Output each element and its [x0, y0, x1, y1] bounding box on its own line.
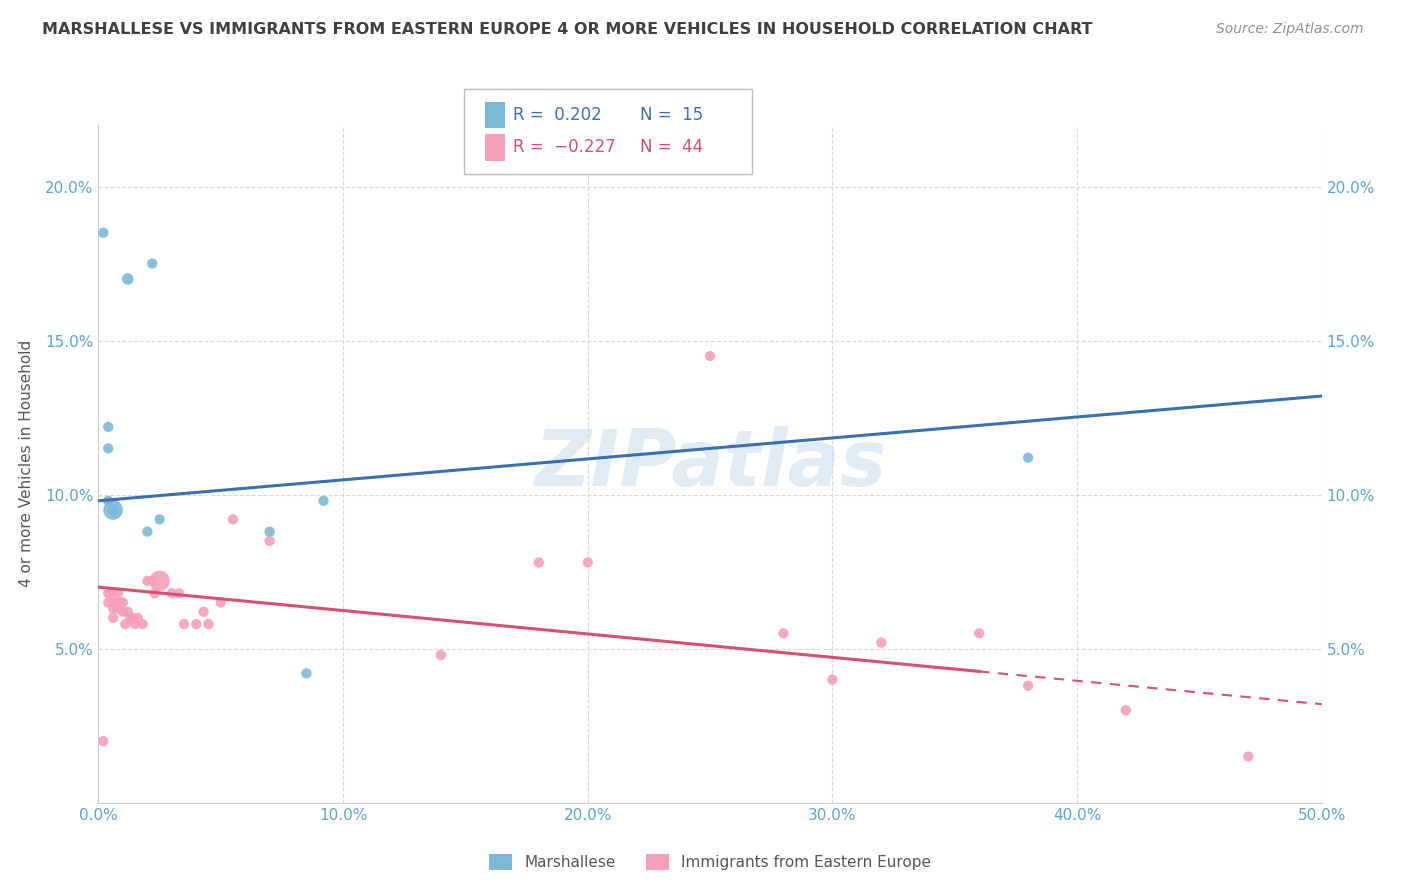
- Legend: Marshallese, Immigrants from Eastern Europe: Marshallese, Immigrants from Eastern Eur…: [482, 848, 938, 877]
- Point: [97, 586, 120, 600]
- Point: [101, 611, 124, 625]
- Point: [121, 611, 143, 625]
- Point: [167, 586, 190, 600]
- Point: [149, 574, 172, 588]
- Text: R =  0.202: R = 0.202: [513, 106, 602, 124]
- Point: [430, 648, 453, 662]
- Point: [117, 272, 139, 286]
- Point: [772, 626, 794, 640]
- Point: [136, 524, 159, 539]
- Point: [143, 586, 166, 600]
- Point: [136, 574, 159, 588]
- Point: [527, 556, 550, 570]
- Point: [1017, 679, 1039, 693]
- Point: [173, 617, 195, 632]
- Point: [312, 493, 335, 508]
- Point: [131, 617, 153, 632]
- Point: [120, 611, 142, 625]
- Point: [97, 493, 120, 508]
- Text: N =  44: N = 44: [640, 138, 703, 156]
- Point: [259, 524, 281, 539]
- Point: [110, 595, 132, 609]
- Point: [124, 617, 146, 632]
- Point: [576, 556, 599, 570]
- Point: [1115, 703, 1137, 717]
- Point: [259, 533, 281, 548]
- Point: [114, 617, 136, 632]
- Point: [117, 605, 139, 619]
- Point: [111, 595, 134, 609]
- Point: [97, 442, 120, 456]
- Point: [295, 666, 318, 681]
- Point: [100, 586, 122, 600]
- Point: [222, 512, 245, 526]
- Y-axis label: 4 or more Vehicles in Household: 4 or more Vehicles in Household: [20, 340, 34, 588]
- Text: N =  15: N = 15: [640, 106, 703, 124]
- Point: [91, 734, 114, 748]
- Point: [104, 595, 127, 609]
- Point: [870, 635, 893, 649]
- Point: [141, 256, 163, 270]
- Point: [699, 349, 721, 363]
- Point: [149, 512, 172, 526]
- Point: [821, 673, 844, 687]
- Point: [107, 601, 129, 615]
- Point: [101, 601, 124, 615]
- Point: [111, 605, 134, 619]
- Point: [101, 503, 124, 517]
- Point: [107, 586, 129, 600]
- Point: [160, 586, 183, 600]
- Point: [967, 626, 990, 640]
- Point: [186, 617, 208, 632]
- Point: [97, 595, 120, 609]
- Text: ZIPatlas: ZIPatlas: [534, 425, 886, 502]
- Point: [193, 605, 215, 619]
- Point: [1017, 450, 1039, 465]
- Point: [141, 574, 163, 588]
- Point: [101, 503, 124, 517]
- Text: Source: ZipAtlas.com: Source: ZipAtlas.com: [1216, 22, 1364, 37]
- Text: MARSHALLESE VS IMMIGRANTS FROM EASTERN EUROPE 4 OR MORE VEHICLES IN HOUSEHOLD CO: MARSHALLESE VS IMMIGRANTS FROM EASTERN E…: [42, 22, 1092, 37]
- Point: [97, 420, 120, 434]
- Point: [127, 611, 149, 625]
- Point: [1237, 749, 1260, 764]
- Point: [91, 226, 114, 240]
- Point: [209, 595, 232, 609]
- Text: R =  −0.227: R = −0.227: [513, 138, 616, 156]
- Point: [101, 595, 124, 609]
- Point: [197, 617, 219, 632]
- Point: [101, 503, 124, 517]
